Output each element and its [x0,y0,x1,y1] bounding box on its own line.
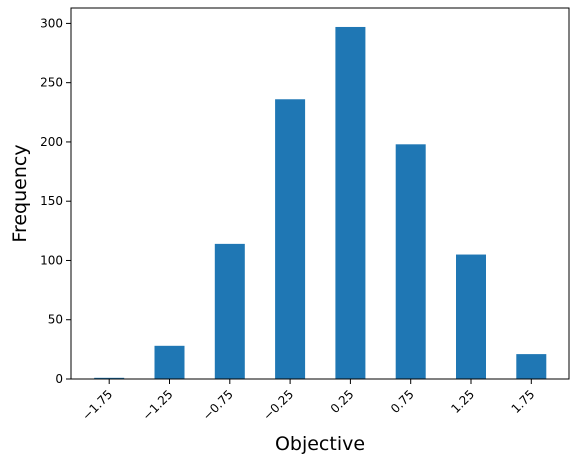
y-tick-label-3: 150 [40,194,63,208]
x-tick-label-4: 0.25 [328,387,357,416]
y-tick-label-6: 300 [40,16,63,30]
bar-7 [516,354,547,379]
y-tick-label-0: 0 [55,372,63,386]
x-tick-label-0: −1.75 [79,387,115,423]
x-tick-label-7: 1.75 [509,387,538,416]
bar-1 [154,345,185,379]
bar-6 [456,254,486,379]
bars-group [94,26,547,380]
x-tick-label-3: −0.25 [260,387,296,423]
x-axis-label: Objective [275,433,365,455]
x-tick-label-5: 0.75 [388,387,417,416]
x-axis: −1.75 −1.25 −0.75 −0.25 0.25 0.75 1.25 1.75 [79,379,537,423]
y-tick-label-2: 100 [40,253,63,267]
y-tick-label-4: 200 [40,135,63,149]
y-tick-label-5: 250 [40,76,63,90]
bar-5 [395,144,426,379]
bar-4 [335,26,366,380]
x-tick-label-2: −0.75 [200,387,236,423]
x-tick-label-6: 1.25 [448,387,477,416]
x-tick-label-1: −1.25 [140,387,176,423]
bar-0 [94,377,125,379]
bar-3 [275,99,306,379]
y-axis: 0 50 100 150 200 250 300 [40,16,71,386]
y-tick-label-1: 50 [48,313,63,327]
y-axis-label: Frequency [9,144,31,242]
plot-frame [70,7,570,380]
bar-2 [214,243,245,379]
